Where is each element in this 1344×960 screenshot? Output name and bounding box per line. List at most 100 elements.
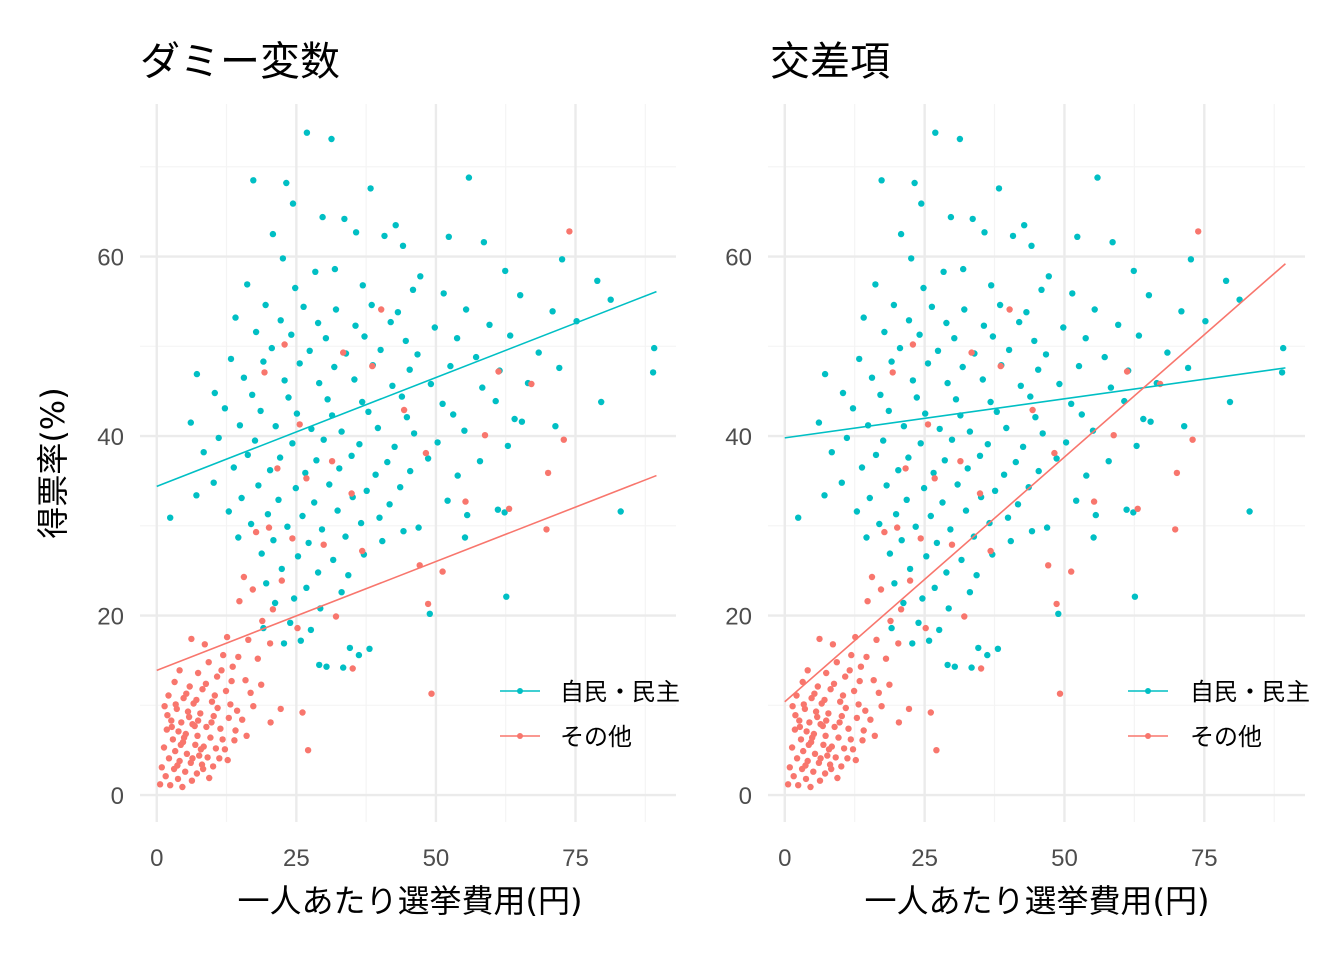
data-point (348, 490, 355, 497)
data-point (800, 701, 807, 708)
data-point (856, 677, 863, 685)
data-point (461, 534, 469, 541)
data-point (367, 185, 374, 192)
data-point (842, 673, 849, 680)
data-point (225, 714, 232, 722)
data-point (566, 228, 573, 235)
data-point (252, 328, 260, 336)
data-point (800, 747, 807, 755)
data-point (849, 746, 857, 753)
data-point (872, 451, 880, 459)
data-point (306, 347, 313, 354)
data-point (175, 728, 182, 735)
data-point (959, 363, 966, 371)
data-point (843, 434, 851, 442)
y-axis-title: 得票率(%) (34, 387, 72, 538)
data-point (852, 756, 859, 764)
data-point (400, 406, 408, 414)
fit-lines (156, 290, 657, 672)
data-point (461, 427, 468, 434)
data-point (936, 626, 943, 634)
data-point (167, 782, 174, 789)
data-point (332, 613, 340, 620)
y-tick-label: 40 (97, 424, 124, 451)
data-point (846, 667, 853, 674)
data-point (292, 484, 299, 492)
data-point (1014, 501, 1022, 508)
data-point (1090, 534, 1097, 541)
data-point (340, 349, 347, 356)
data-point (984, 441, 991, 448)
data-point (941, 457, 948, 464)
data-point (827, 686, 834, 693)
y-tick-label: 60 (725, 245, 752, 272)
data-point (939, 499, 946, 506)
data-point (888, 624, 895, 632)
data-point (797, 736, 805, 743)
data-point (303, 129, 311, 136)
data-point (231, 737, 238, 744)
data-point (207, 734, 214, 741)
data-point (247, 520, 255, 528)
data-point (968, 349, 975, 356)
data-point (838, 479, 845, 486)
data-point (981, 229, 988, 236)
data-point (255, 482, 262, 489)
data-point (201, 641, 208, 648)
legend: 自民・民主 その他 (1128, 678, 1310, 751)
data-point (817, 755, 824, 762)
data-point (168, 723, 175, 731)
data-point (283, 179, 290, 187)
data-point (328, 135, 335, 143)
data-point (299, 512, 306, 520)
data-point (894, 524, 901, 531)
data-point (905, 317, 913, 324)
data-point (307, 626, 315, 634)
data-point (810, 768, 817, 775)
data-point (789, 703, 796, 710)
data-point (216, 755, 223, 762)
data-point (304, 747, 312, 754)
data-point (453, 335, 461, 342)
data-point (831, 723, 838, 731)
data-point (881, 328, 888, 336)
data-point (1017, 382, 1024, 389)
data-point (312, 268, 319, 275)
data-point (281, 341, 288, 348)
data-point (259, 617, 266, 625)
data-point (186, 683, 193, 690)
data-point (296, 421, 303, 428)
data-point (882, 655, 890, 662)
data-point (236, 422, 244, 429)
data-point (294, 624, 301, 632)
data-point (249, 586, 256, 593)
data-point (220, 651, 227, 659)
data-point (276, 454, 284, 461)
data-point (210, 712, 217, 720)
data-point (476, 458, 484, 465)
data-point (908, 255, 915, 262)
data-point (876, 520, 883, 528)
data-point (923, 553, 930, 560)
data-point (870, 677, 877, 684)
data-point (989, 333, 997, 340)
data-point (265, 524, 273, 531)
data-point (258, 681, 265, 688)
data-point (192, 741, 199, 748)
data-point (267, 719, 274, 726)
x-tick-label: 0 (778, 845, 791, 872)
data-point (807, 783, 814, 791)
data-point (346, 644, 354, 652)
data-point (786, 764, 793, 771)
data-point (1035, 366, 1042, 373)
data-point (863, 534, 870, 541)
data-point (250, 703, 257, 710)
data-point (158, 764, 165, 771)
data-point (480, 239, 488, 246)
data-point (163, 726, 170, 733)
data-point (424, 455, 432, 462)
data-point (825, 710, 832, 717)
data-point (372, 471, 379, 478)
data-point (552, 423, 559, 430)
data-point (1123, 506, 1130, 513)
